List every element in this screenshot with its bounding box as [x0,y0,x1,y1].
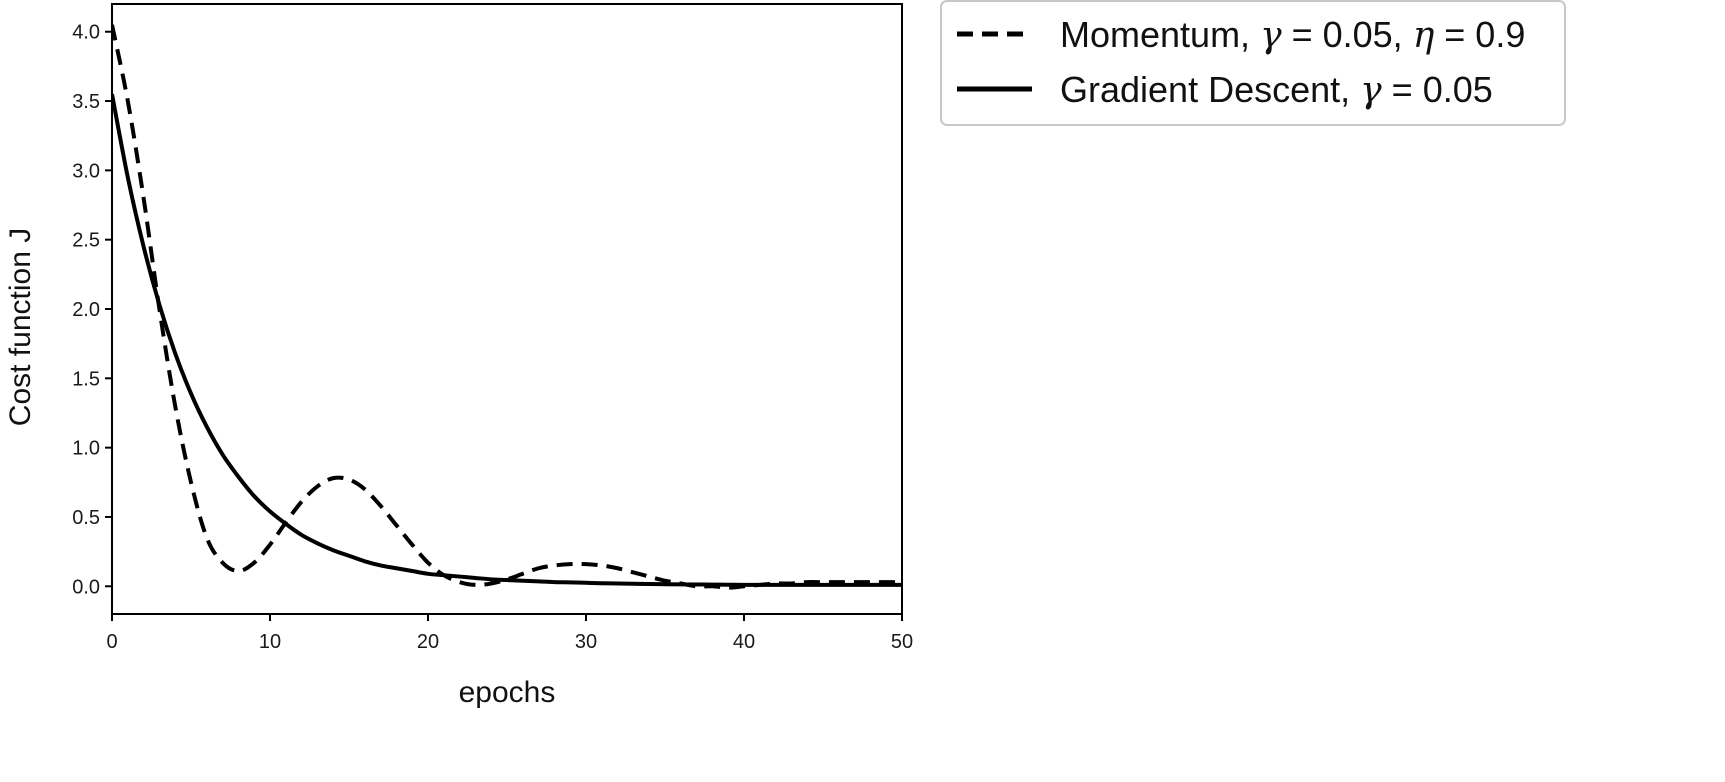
y-tick-label: 2.5 [72,230,100,252]
y-axis-label: Cost function J [4,228,37,426]
legend-momentum-prefix: Momentum, [1060,14,1260,55]
y-tick-label: 3.5 [72,91,100,113]
y-tick-label: 0.0 [72,576,100,598]
legend: Momentum, γ = 0.05, η = 0.9 Gradient Des… [940,0,1566,126]
legend-momentum-label: Momentum, γ = 0.05, η = 0.9 [1060,14,1525,56]
legend-momentum-eta-value: = 0.9 [1434,14,1525,55]
x-tick-label: 50 [891,631,913,653]
legend-gradient-descent-label: Gradient Descent, γ = 0.05 [1060,69,1493,111]
series-layer [112,24,902,590]
y-tick-label: 1.5 [72,368,100,390]
plot-frame [111,3,903,615]
legend-gd-prefix: Gradient Descent, [1060,69,1360,110]
x-tick-label: 10 [259,631,281,653]
y-tick-label: 0.5 [72,507,100,529]
legend-gd-gamma-value: = 0.05 [1382,69,1493,110]
legend-momentum-gamma-symbol: γ [1260,15,1282,56]
legend-momentum-eta-symbol: η [1413,15,1435,56]
x-tick-label: 20 [417,631,439,653]
legend-momentum-gamma-value: = 0.05, [1282,14,1413,55]
momentum-series-line [112,24,902,590]
gradient-descent-series-line [112,93,902,587]
legend-gd-gamma-symbol: γ [1360,70,1382,111]
y-tick-label: 4.0 [72,22,100,44]
legend-box [940,0,1566,126]
y-tick-label: 3.0 [72,160,100,182]
x-axis-label: epochs [459,676,556,709]
ticks-layer: 0 10 20 30 40 50 0.0 0.5 1.0 1.5 2.0 2.5 3.0 3.5 4.0 [72,22,913,653]
x-tick-label: 0 [106,631,117,653]
x-tick-label: 30 [575,631,597,653]
y-tick-label: 2.0 [72,299,100,321]
y-tick-label: 1.0 [72,438,100,460]
x-tick-label: 40 [733,631,755,653]
